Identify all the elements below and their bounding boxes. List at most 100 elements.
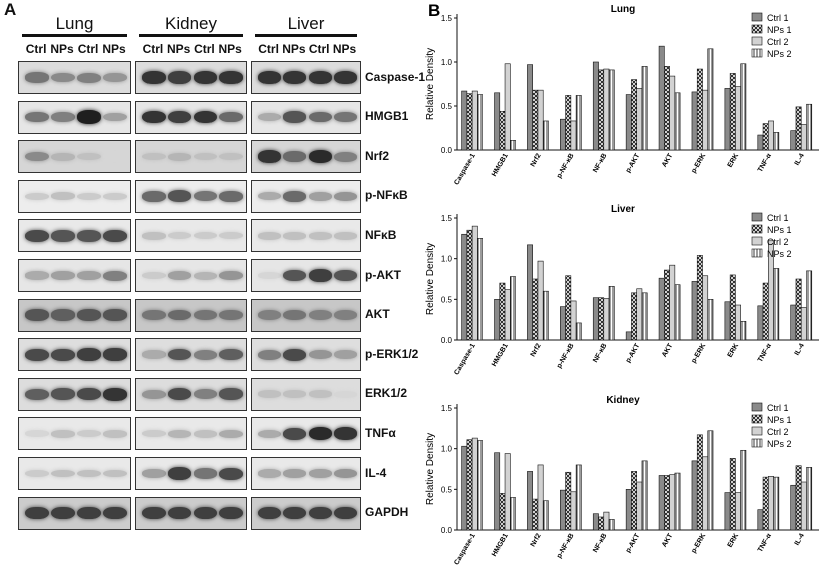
blot-band	[77, 110, 101, 124]
legend-swatch	[751, 438, 763, 448]
blot-band	[219, 190, 243, 202]
bar	[592, 61, 599, 151]
blot-band	[51, 469, 75, 478]
blot-band	[333, 350, 358, 360]
bar	[641, 460, 648, 531]
blot-band	[283, 309, 307, 321]
legend-label: Ctrl 1	[767, 403, 789, 413]
blot-box	[251, 298, 361, 332]
bar	[641, 292, 648, 341]
blot-band	[142, 389, 166, 399]
blot-label-tnf: TNFα	[365, 425, 396, 440]
blot-band	[308, 269, 332, 282]
bar	[658, 277, 665, 341]
bar	[471, 90, 478, 151]
legend-swatch	[751, 248, 763, 258]
bar	[724, 492, 731, 531]
tissue-label-liver: Liver	[287, 14, 325, 33]
blot-box	[135, 377, 247, 411]
y-tick-label: 0.5	[441, 485, 453, 494]
blot-box	[251, 338, 361, 372]
blot-box	[18, 496, 131, 530]
bar	[806, 103, 813, 151]
bar	[669, 264, 676, 341]
bar	[696, 255, 703, 341]
legend-swatch	[751, 402, 763, 412]
bar	[471, 225, 478, 341]
chart-title: Liver	[611, 204, 635, 215]
blot-band	[219, 270, 243, 281]
blot-band	[103, 469, 127, 478]
blot-box	[251, 219, 361, 253]
bar	[477, 94, 483, 151]
bar	[466, 229, 473, 341]
bar	[735, 304, 741, 341]
blot-band	[25, 309, 49, 321]
y-tick-label: 1.5	[441, 404, 453, 413]
blot-label-il-4: IL-4	[365, 465, 387, 480]
y-tick-label: 1.5	[441, 14, 453, 23]
blot-band	[283, 427, 307, 440]
x-tick-label: AKT	[661, 532, 675, 549]
tissue-label-lung: Lung	[55, 14, 94, 33]
bar	[696, 434, 703, 531]
blot-box	[135, 457, 247, 490]
chart-title: Kidney	[606, 395, 640, 406]
bar	[669, 75, 676, 151]
blot-band	[258, 232, 282, 240]
bar	[636, 288, 643, 341]
blot-band	[258, 112, 282, 122]
bar	[542, 120, 549, 151]
blot-band	[283, 151, 307, 163]
bar	[768, 476, 774, 531]
x-tick-label: p-ERK	[690, 153, 707, 175]
y-tick-label: 1.0	[441, 255, 453, 264]
lane-label: Ctrl	[308, 42, 330, 56]
blot-band	[103, 72, 127, 83]
blot-band	[219, 152, 243, 161]
x-tick-label: TNF-α	[757, 532, 774, 554]
bar	[471, 437, 478, 531]
legend-swatch	[751, 212, 763, 222]
bar	[510, 276, 516, 341]
blot-band	[258, 272, 282, 279]
bar	[532, 498, 539, 531]
bar	[575, 322, 582, 341]
x-tick-label: Caspase-1	[453, 152, 477, 186]
bar	[631, 79, 637, 151]
blot-band	[258, 469, 282, 478]
blot-band	[142, 232, 166, 240]
blot-band	[25, 430, 49, 438]
bar	[658, 475, 665, 531]
blot-band	[167, 232, 192, 240]
lane-label: NPs	[50, 42, 74, 56]
blot-band	[258, 192, 282, 201]
chart-liver: Liver Relative Density 0.0 0.5 1.0 1.5 Caspase…	[425, 204, 819, 376]
blot-band	[51, 112, 75, 123]
blot-box	[18, 298, 131, 332]
bar	[494, 299, 501, 341]
bar	[800, 481, 807, 531]
blot-band	[308, 232, 332, 240]
blot-band	[167, 429, 192, 438]
lane-label: Ctrl	[194, 42, 215, 56]
blot-band	[142, 469, 166, 478]
blot-band	[258, 429, 282, 439]
blot-box	[251, 457, 361, 490]
blot-band	[167, 190, 192, 203]
bar	[768, 240, 774, 341]
bar	[790, 484, 797, 531]
bar	[466, 93, 473, 151]
y-axis-label: Relative Density	[425, 48, 436, 120]
blot-box	[251, 377, 361, 411]
blot-box	[251, 179, 361, 213]
blot-band	[51, 506, 75, 520]
blot-band	[103, 506, 127, 520]
bar	[631, 292, 637, 341]
blot-band	[193, 110, 218, 124]
legend-label: NPs 1	[767, 415, 792, 425]
blot-band	[193, 152, 218, 161]
x-tick-label: ERK	[727, 533, 740, 549]
legend-swatch	[751, 224, 763, 234]
blot-band	[308, 191, 332, 201]
